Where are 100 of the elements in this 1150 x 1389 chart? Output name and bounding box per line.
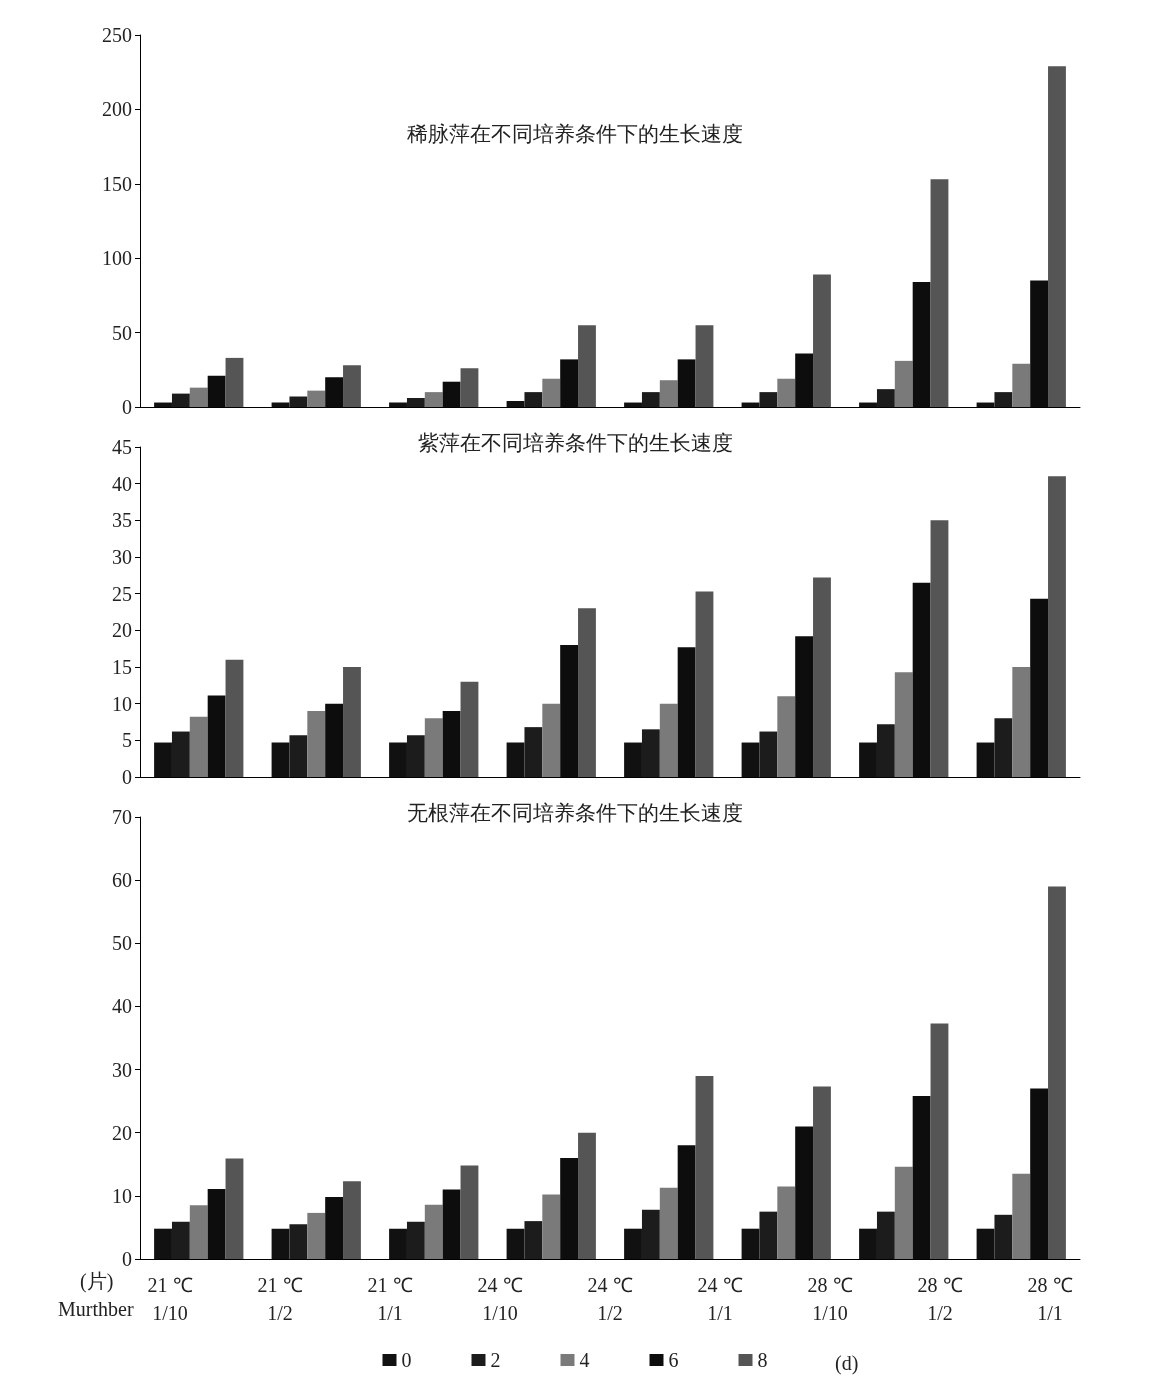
y-tick-label: 50 bbox=[112, 321, 132, 344]
bar bbox=[695, 1075, 714, 1259]
bar bbox=[813, 577, 831, 777]
text: 24 ℃ 1/10 bbox=[477, 1274, 523, 1324]
text: 24 ℃ 1/1 bbox=[697, 1274, 743, 1324]
bar bbox=[1048, 476, 1066, 777]
y-tick-label: 25 bbox=[112, 582, 132, 605]
bar bbox=[542, 703, 561, 777]
bar bbox=[343, 365, 361, 407]
bar bbox=[930, 520, 949, 777]
bar bbox=[343, 1181, 361, 1259]
bar bbox=[813, 1086, 831, 1259]
bar bbox=[795, 636, 814, 777]
bar bbox=[795, 1126, 814, 1259]
bar bbox=[1012, 667, 1031, 777]
bar bbox=[307, 711, 326, 777]
y-tick-label: 250 bbox=[102, 24, 132, 46]
bar bbox=[460, 681, 479, 777]
text: 21 ℃ 1/1 bbox=[367, 1274, 413, 1324]
y-tick-label: 45 bbox=[112, 436, 132, 458]
bar bbox=[659, 380, 678, 407]
bar bbox=[894, 360, 913, 407]
bar bbox=[207, 375, 226, 407]
bar bbox=[542, 378, 561, 407]
bar bbox=[659, 1187, 678, 1259]
y-tick-label: 0 bbox=[122, 766, 132, 788]
bar bbox=[578, 1132, 596, 1259]
bar bbox=[677, 1145, 696, 1259]
y-tick-label: 15 bbox=[112, 656, 132, 678]
bar bbox=[560, 359, 579, 407]
bar bbox=[795, 353, 814, 407]
y-tick-label: 10 bbox=[112, 692, 132, 715]
y-tick-label: 35 bbox=[112, 509, 132, 532]
bar bbox=[894, 672, 913, 777]
bar bbox=[777, 696, 796, 777]
text: 21 ℃ 1/2 bbox=[257, 1274, 303, 1324]
y-tick-label: 40 bbox=[112, 472, 132, 495]
bar bbox=[189, 716, 208, 777]
bar bbox=[225, 1158, 244, 1259]
bar bbox=[777, 378, 796, 407]
bar bbox=[343, 667, 361, 777]
bar bbox=[578, 325, 596, 407]
bar bbox=[460, 368, 479, 407]
y-tick-label: 50 bbox=[112, 932, 132, 955]
bar bbox=[578, 608, 596, 777]
bar bbox=[777, 1186, 796, 1259]
y-tick-label: 70 bbox=[112, 806, 132, 828]
bar bbox=[930, 1023, 949, 1259]
legend-label: 2 bbox=[490, 1349, 501, 1371]
bar bbox=[424, 392, 443, 407]
bar bbox=[1030, 598, 1049, 777]
bar bbox=[560, 1157, 579, 1259]
bar bbox=[677, 359, 696, 407]
text: (片) bbox=[80, 1270, 114, 1293]
y-tick-label: 5 bbox=[122, 729, 132, 752]
bar bbox=[1030, 280, 1049, 407]
bar bbox=[677, 647, 696, 777]
bar bbox=[813, 274, 831, 407]
legend-label: 0 bbox=[401, 1349, 412, 1371]
bar bbox=[442, 711, 461, 777]
bar bbox=[1030, 1088, 1049, 1259]
bar bbox=[189, 1205, 208, 1259]
text: 稀脉萍在不同培养条件下的生长速度 bbox=[407, 121, 743, 146]
bar bbox=[1012, 1173, 1031, 1259]
y-tick-label: 60 bbox=[112, 869, 132, 892]
text: 24 ℃ 1/2 bbox=[587, 1274, 633, 1324]
bar bbox=[912, 282, 931, 407]
bar bbox=[207, 1188, 226, 1259]
bar bbox=[894, 1166, 913, 1259]
y-tick-label: 30 bbox=[112, 546, 132, 568]
bar bbox=[1048, 66, 1066, 407]
bar bbox=[912, 582, 931, 777]
bar bbox=[695, 325, 714, 407]
bar bbox=[325, 1197, 344, 1259]
y-tick-label: 100 bbox=[102, 247, 132, 270]
bar bbox=[912, 1096, 931, 1259]
text: Murthber bbox=[58, 1298, 134, 1320]
text: 28 ℃ 1/1 bbox=[1027, 1274, 1073, 1324]
legend-label: 4 bbox=[579, 1349, 590, 1371]
text: 21 ℃ 1/10 bbox=[147, 1274, 193, 1324]
bar bbox=[307, 390, 326, 407]
chart-title: 无根萍在不同培养条件下的生长速度 bbox=[407, 800, 743, 825]
bar bbox=[460, 1165, 479, 1259]
text: 28 ℃ 1/10 bbox=[807, 1274, 853, 1324]
y-tick-label: 20 bbox=[112, 619, 132, 642]
y-tick-label: 0 bbox=[122, 1248, 132, 1270]
bar bbox=[189, 387, 208, 407]
legend-label: 8 bbox=[757, 1349, 768, 1371]
bar bbox=[930, 179, 949, 407]
bar bbox=[325, 377, 344, 407]
bar bbox=[424, 1204, 443, 1259]
bar bbox=[424, 718, 443, 777]
y-tick-label: 20 bbox=[112, 1121, 132, 1144]
bar bbox=[442, 1189, 461, 1259]
legend-label: 6 bbox=[668, 1349, 679, 1371]
bar bbox=[1012, 363, 1031, 407]
bar bbox=[1048, 886, 1066, 1259]
y-tick-label: 0 bbox=[122, 396, 132, 418]
y-tick-label: 30 bbox=[112, 1058, 132, 1081]
bar bbox=[225, 357, 244, 407]
